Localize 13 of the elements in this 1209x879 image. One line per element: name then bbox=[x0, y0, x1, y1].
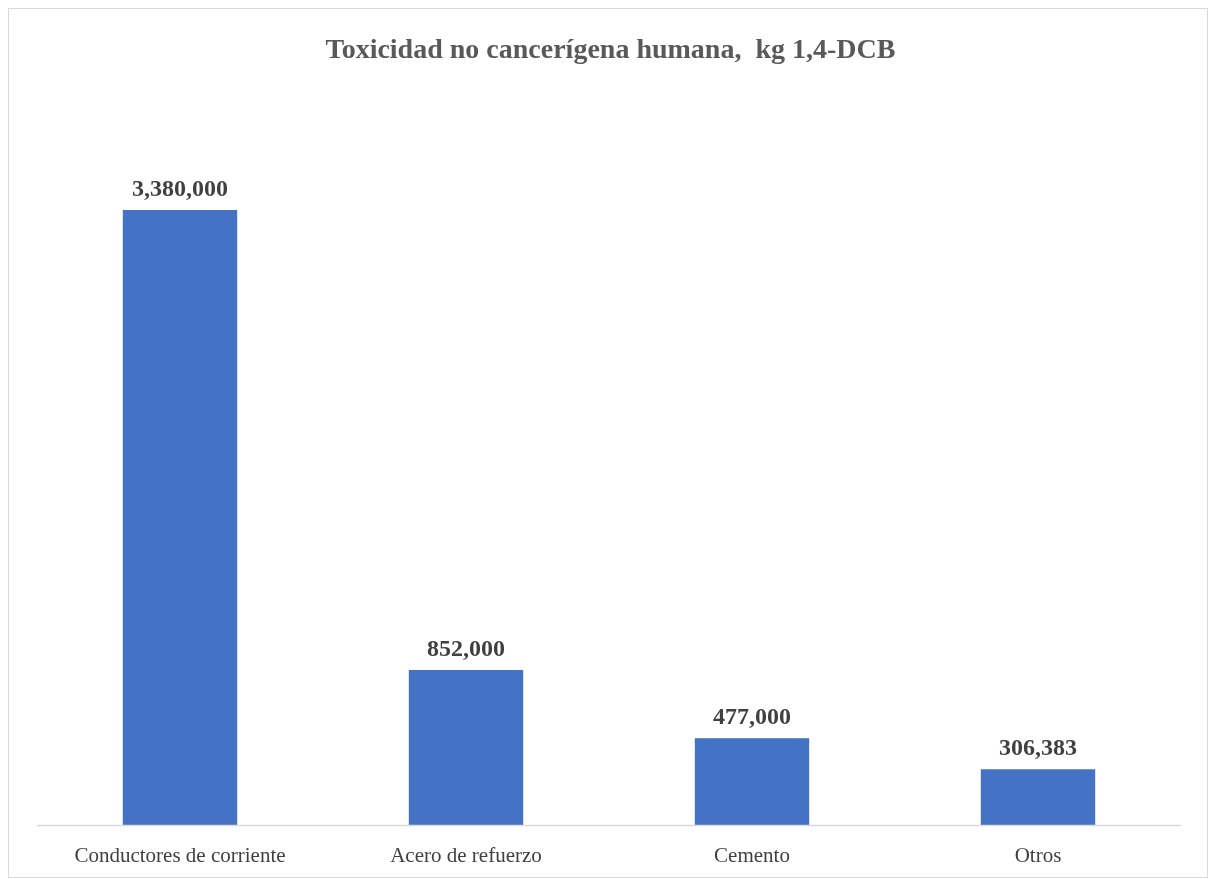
bar bbox=[694, 738, 810, 825]
chart-title: Toxicidad no cancerígena humana, kg 1,4-DCB bbox=[325, 33, 896, 64]
bar bbox=[122, 210, 238, 825]
data-label: 852,000 bbox=[427, 634, 505, 661]
x-tick-label: Otros bbox=[1014, 843, 1062, 867]
data-label: 477,000 bbox=[713, 703, 791, 730]
x-tick-label: Acero de refuerzo bbox=[390, 843, 542, 867]
x-tick-label: Cemento bbox=[714, 843, 790, 867]
x-tick-label: Conductores de corriente bbox=[74, 843, 286, 867]
data-label: 306,383 bbox=[999, 734, 1077, 761]
bar bbox=[408, 669, 524, 825]
bar bbox=[980, 769, 1096, 825]
data-label: 3,380,000 bbox=[132, 175, 228, 201]
